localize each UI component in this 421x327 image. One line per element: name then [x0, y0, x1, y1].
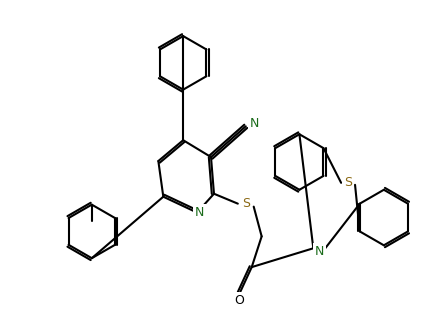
Text: N: N [314, 245, 324, 258]
Text: S: S [344, 176, 352, 189]
Text: N: N [195, 206, 204, 219]
Text: O: O [234, 294, 244, 307]
Text: S: S [242, 197, 250, 210]
Text: N: N [250, 117, 259, 130]
